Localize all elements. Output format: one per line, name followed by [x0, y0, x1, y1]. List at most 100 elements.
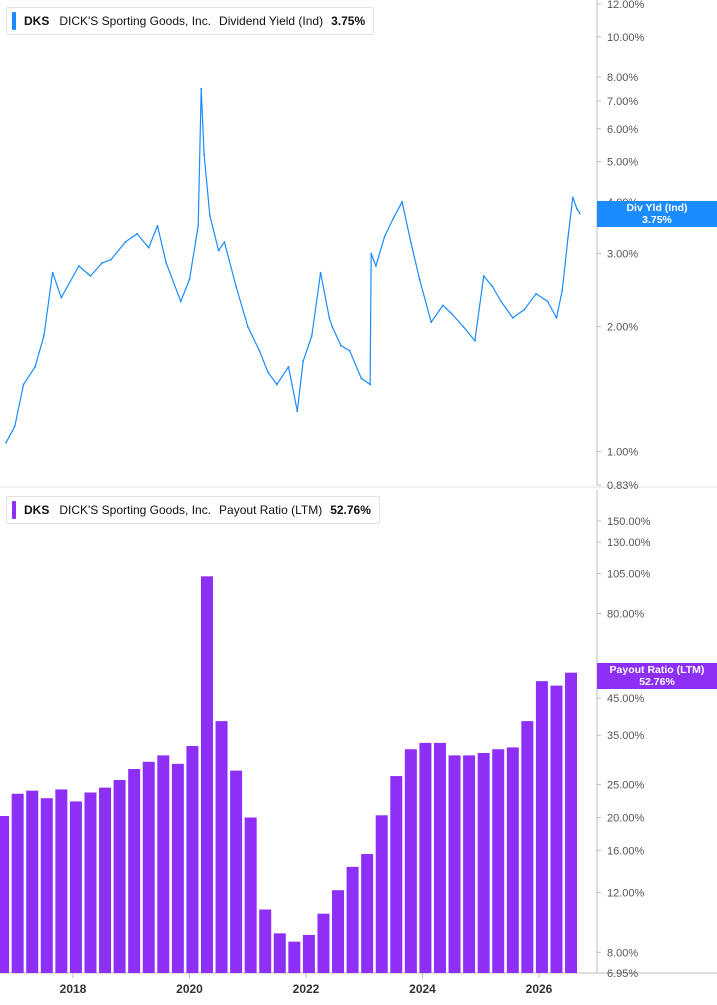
y-tick-label: 16.00% — [607, 845, 645, 857]
x-tick-label: 2024 — [409, 982, 436, 996]
dividend-yield-line — [5, 87, 581, 443]
yield-data-point — [200, 87, 203, 90]
x-tick-label: 2026 — [526, 982, 553, 996]
legend-value: 3.75% — [331, 14, 366, 28]
series-color-swatch — [12, 12, 16, 30]
yield-data-point — [575, 207, 578, 210]
payout-bar — [230, 770, 243, 973]
y-tick-label: 1.00% — [607, 446, 638, 458]
yield-data-point — [217, 249, 220, 252]
yield-data-point — [523, 308, 526, 311]
y-tick-label: 150.00% — [607, 516, 651, 528]
yield-data-point — [235, 285, 238, 288]
y-tick-label: 80.00% — [607, 608, 645, 620]
payout-bar — [215, 721, 228, 973]
yield-data-point — [147, 246, 150, 249]
payout-bar — [550, 685, 563, 973]
payout-bar — [302, 934, 315, 973]
payout-bar — [433, 742, 446, 973]
payout-bar — [142, 761, 155, 973]
payout-bar — [55, 789, 68, 973]
yield-data-point — [474, 339, 476, 342]
yield-data-point — [500, 300, 503, 303]
legend-ticker: DKS — [24, 503, 50, 517]
payout-bar — [565, 672, 578, 973]
legend-company: DICK'S Sporting Goods, Inc. — [59, 503, 212, 517]
badge-label: Payout Ratio (LTM) — [609, 664, 705, 676]
yield-data-point — [156, 224, 159, 227]
payout-bar — [288, 941, 301, 973]
y-tick-label: 7.00% — [607, 96, 638, 108]
yield-data-point — [370, 252, 373, 255]
payout-bar — [259, 909, 272, 973]
payout-ratio-legend[interactable]: DKS DICK'S Sporting Goods, Inc. Payout R… — [6, 496, 380, 524]
payout-bar — [448, 755, 461, 973]
y-tick-label: 12.00% — [607, 888, 645, 900]
yield-data-point — [340, 344, 342, 347]
yield-data-point — [89, 275, 92, 277]
payout-bar — [0, 816, 10, 973]
payout-bar — [171, 763, 184, 973]
yield-data-point — [450, 312, 453, 315]
payout-bar — [11, 793, 24, 973]
legend-company: DICK'S Sporting Goods, Inc. — [59, 14, 212, 28]
y-tick-label: 8.00% — [607, 72, 638, 84]
payout-bar — [244, 817, 257, 973]
badge-value: 52.76% — [639, 676, 675, 688]
y-tick-label: 2.00% — [607, 322, 638, 334]
badge-value: 3.75% — [642, 214, 672, 226]
yield-data-point — [42, 334, 45, 337]
yield-data-point — [310, 334, 313, 337]
yield-data-point — [109, 258, 112, 261]
x-tick-label: 2022 — [293, 982, 320, 996]
legend-metric: Dividend Yield (Ind) — [219, 14, 324, 28]
payout-bar — [346, 866, 359, 973]
y-tick-label: 25.00% — [607, 780, 645, 792]
yield-data-point — [13, 425, 16, 428]
yield-data-point — [302, 360, 304, 363]
yield-data-point — [360, 377, 363, 380]
yield-data-point — [567, 235, 570, 238]
payout-bar — [200, 576, 213, 973]
yield-data-point — [441, 304, 444, 307]
y-tick-label: 6.95% — [607, 968, 638, 980]
yield-data-point — [124, 241, 127, 243]
yield-data-point — [430, 321, 433, 324]
yield-data-point — [561, 289, 564, 291]
y-tick-label: 12.00% — [607, 0, 645, 11]
yield-data-point — [482, 275, 485, 277]
dividend-yield-legend[interactable]: DKS DICK'S Sporting Goods, Inc. Dividend… — [6, 7, 375, 35]
yield-data-point — [462, 325, 465, 328]
payout-bar — [361, 854, 374, 973]
payout-bar — [99, 787, 112, 973]
y-tick-label: 10.00% — [607, 32, 645, 44]
payout-bar — [157, 755, 170, 973]
yield-data-point — [491, 285, 494, 288]
x-tick-label: 2020 — [176, 982, 203, 996]
y-tick-label: 35.00% — [607, 730, 645, 742]
yield-data-point — [383, 235, 386, 238]
payout-bar — [390, 776, 403, 973]
yield-data-point — [197, 224, 200, 227]
payout-bar — [69, 801, 82, 973]
yield-data-point — [328, 316, 331, 319]
yield-data-point — [375, 265, 377, 267]
payout-bar — [332, 890, 345, 973]
yield-data-point — [578, 212, 581, 215]
yield-data-point — [77, 265, 80, 267]
payout-bar — [84, 792, 97, 973]
yield-data-point — [418, 278, 421, 281]
payout-bar — [492, 749, 505, 973]
series-color-swatch — [12, 501, 16, 519]
yield-data-point — [165, 261, 168, 264]
x-tick-label: 2018 — [60, 982, 87, 996]
payout-bar — [273, 933, 286, 973]
yield-data-point — [331, 325, 334, 328]
payout-ratio-badge: Payout Ratio (LTM) 52.76% — [597, 663, 717, 689]
yield-data-point — [511, 316, 514, 319]
yield-data-point — [60, 296, 63, 299]
yield-data-point — [34, 365, 37, 368]
payout-bar — [463, 755, 476, 973]
yield-data-point — [369, 383, 371, 386]
